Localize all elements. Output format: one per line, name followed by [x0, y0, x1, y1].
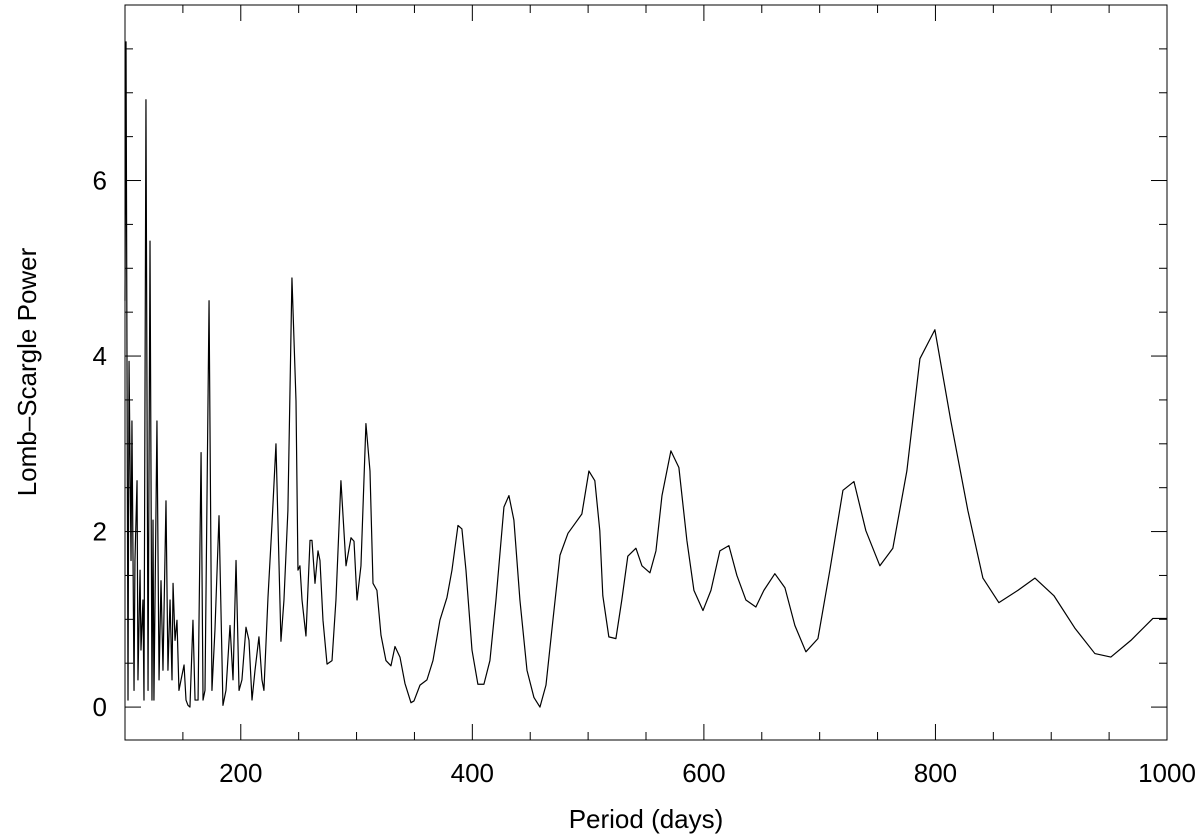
y-tick-label: 0: [93, 692, 107, 722]
x-tick-label: 1000: [1138, 758, 1196, 788]
x-tick-label: 400: [451, 758, 494, 788]
x-axis-label: Period (days): [569, 804, 724, 834]
y-tick-label: 6: [93, 166, 107, 196]
x-tick-label: 200: [219, 758, 262, 788]
y-tick-label: 2: [93, 517, 107, 547]
y-tick-label: 4: [93, 341, 107, 371]
y-axis-label: Lomb–Scargle Power: [12, 247, 42, 496]
x-tick-label: 600: [682, 758, 725, 788]
data-line: [124, 41, 1167, 708]
x-tick-label: 800: [914, 758, 957, 788]
